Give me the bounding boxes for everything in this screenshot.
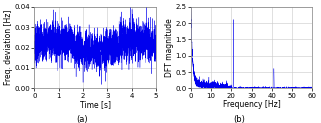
X-axis label: Time [s]: Time [s] bbox=[80, 100, 111, 109]
Y-axis label: Freq. deviation [Hz]: Freq. deviation [Hz] bbox=[4, 10, 13, 85]
Text: (a): (a) bbox=[76, 115, 88, 123]
Y-axis label: DFT magnitude: DFT magnitude bbox=[165, 18, 174, 77]
Text: (b): (b) bbox=[233, 115, 245, 123]
X-axis label: Frequency [Hz]: Frequency [Hz] bbox=[223, 100, 281, 109]
